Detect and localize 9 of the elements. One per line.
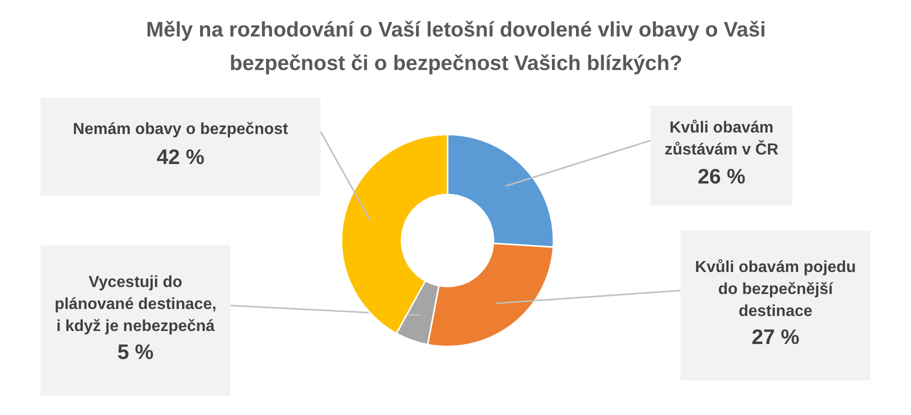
data-label: 5 % (117, 341, 154, 364)
slice-label: Vycestuji do plánované destinace, i když je nebezpečná (54, 274, 216, 336)
slice-label: Kvůli obavám zůstávám v ČR (664, 120, 779, 159)
chart-title: Měly na rozhodování o Vaší letošní dovolené vliv obavy o Vaši bezpečnost či o bezpečnost Vašich blízkých? (146, 18, 766, 75)
slice-label: Nemám obavy o bezpečnost (72, 121, 289, 138)
slice-label: Kvůli obavám pojedu do bezpečnější destinace (695, 259, 856, 320)
data-label: 27 % (752, 326, 800, 349)
data-label: 26 % (698, 166, 746, 188)
data-label: 42 % (156, 146, 205, 169)
